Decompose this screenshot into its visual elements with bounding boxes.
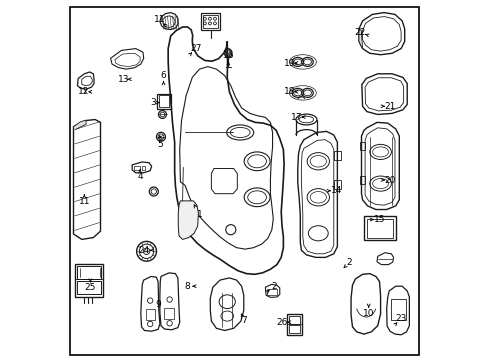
Text: 22: 22: [353, 28, 365, 37]
Bar: [77, 266, 101, 279]
Text: 7: 7: [241, 316, 247, 325]
Text: 26: 26: [276, 318, 287, 327]
Bar: [334, 180, 340, 189]
Bar: [145, 309, 155, 320]
Polygon shape: [358, 29, 362, 48]
Bar: [203, 15, 218, 28]
Bar: [201, 13, 220, 30]
Text: 23: 23: [395, 314, 406, 323]
Text: 10: 10: [362, 309, 374, 318]
Text: 12: 12: [78, 87, 89, 96]
Bar: [159, 95, 169, 107]
Text: 24: 24: [138, 246, 149, 255]
Bar: [133, 166, 140, 170]
Text: 20: 20: [384, 176, 395, 185]
Text: 2: 2: [271, 282, 276, 291]
Bar: [390, 299, 405, 320]
Bar: [363, 216, 395, 240]
Text: 9: 9: [155, 300, 161, 309]
Text: 8: 8: [183, 282, 189, 291]
Bar: [288, 316, 299, 324]
Bar: [266, 289, 277, 295]
Bar: [360, 176, 365, 184]
Text: 16: 16: [222, 51, 234, 60]
Text: 14: 14: [330, 186, 341, 195]
Ellipse shape: [143, 248, 149, 255]
Bar: [75, 264, 103, 297]
Polygon shape: [73, 120, 86, 130]
Bar: [163, 308, 174, 319]
Bar: [288, 325, 299, 333]
Text: 3: 3: [149, 98, 155, 107]
Bar: [286, 314, 302, 335]
Polygon shape: [178, 201, 198, 239]
Text: 19: 19: [283, 59, 295, 68]
Text: 27: 27: [190, 44, 201, 53]
Bar: [334, 151, 340, 160]
Bar: [360, 142, 365, 150]
Text: 13: 13: [118, 75, 129, 84]
Text: 2: 2: [346, 258, 351, 267]
Text: 5: 5: [157, 140, 163, 149]
Text: 17: 17: [290, 113, 302, 122]
Bar: [366, 219, 392, 238]
Text: 4: 4: [137, 172, 142, 181]
Text: 6: 6: [160, 71, 166, 80]
Text: 21: 21: [384, 102, 395, 111]
Text: 11: 11: [79, 197, 90, 206]
Bar: [77, 281, 101, 294]
Bar: [157, 94, 171, 109]
Text: 25: 25: [84, 284, 96, 292]
Text: 18: 18: [283, 87, 295, 96]
Bar: [141, 166, 145, 170]
Text: 11: 11: [154, 15, 165, 24]
Text: 1: 1: [196, 210, 202, 219]
Text: 15: 15: [373, 215, 385, 224]
